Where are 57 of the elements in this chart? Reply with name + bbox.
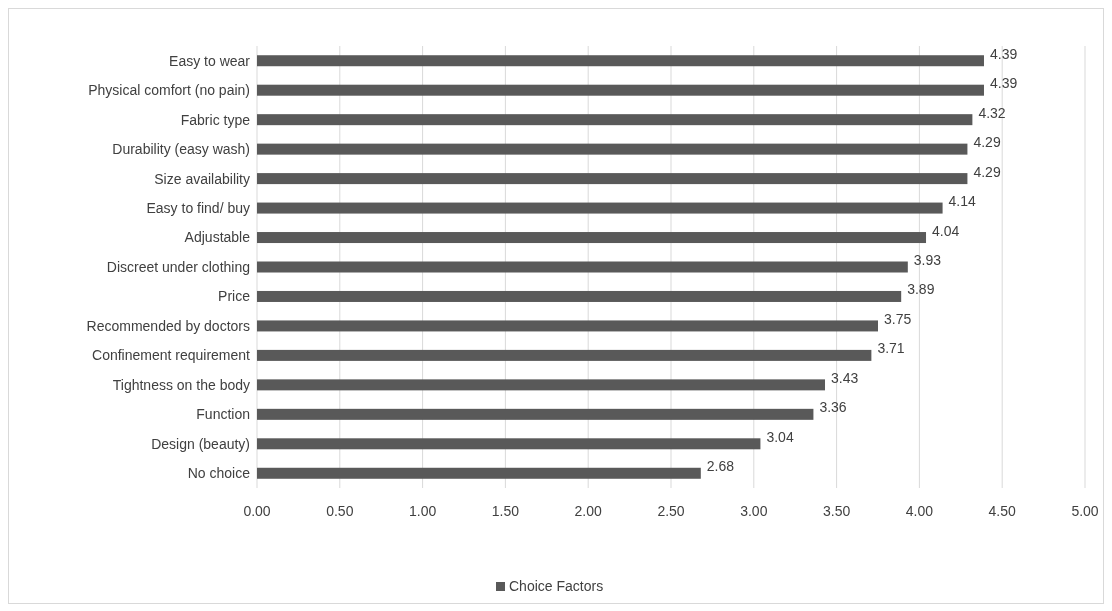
data-label: 3.36	[819, 399, 847, 416]
data-label: 2.68	[706, 458, 735, 475]
x-tick-label: 5.00	[1071, 503, 1099, 519]
bar	[257, 320, 878, 332]
bar	[257, 114, 973, 126]
y-tick-label: No choice	[187, 465, 251, 482]
data-label: 3.75	[884, 310, 912, 327]
y-tick-label: Tightness on the body	[112, 376, 250, 393]
data-label: 4.29	[973, 134, 1001, 151]
bar	[257, 408, 814, 420]
y-tick-label: Confinement requirement	[92, 347, 251, 364]
data-label: 3.89	[907, 281, 935, 298]
data-label: 4.14	[948, 193, 977, 210]
data-label: 4.04	[932, 222, 960, 239]
x-tick-label: 4.50	[988, 503, 1017, 519]
bar	[257, 379, 826, 391]
y-tick-label: Size availability	[154, 170, 250, 187]
data-label: 4.29	[973, 163, 1001, 180]
x-tick-label: 0.50	[326, 503, 354, 519]
bar	[257, 84, 984, 96]
y-tick-label: Durability (easy wash)	[112, 141, 250, 158]
bar	[257, 202, 943, 214]
bar	[257, 55, 984, 67]
x-tick-label: 2.50	[657, 503, 685, 519]
y-tick-label: Adjustable	[184, 229, 251, 246]
y-tick-label: Physical comfort (no pain)	[88, 82, 250, 99]
y-tick-label: Easy to find/ buy	[146, 199, 250, 216]
bar	[257, 467, 701, 479]
y-tick-label: Design (beauty)	[151, 435, 250, 452]
data-label: 4.32	[978, 104, 1006, 121]
data-label: 4.39	[989, 75, 1018, 92]
bar	[257, 261, 908, 273]
data-label: 3.43	[831, 369, 859, 386]
y-tick-label: Price	[218, 288, 251, 305]
y-tick-label: Function	[196, 406, 250, 423]
y-tick-label: Discreet under clothing	[106, 258, 250, 275]
y-tick-label: Easy to wear	[169, 52, 251, 69]
x-tick-label: 1.50	[491, 503, 520, 519]
data-label: 3.93	[913, 252, 942, 268]
data-label: 3.04	[766, 428, 794, 445]
bar	[257, 173, 968, 185]
data-label: 4.39	[989, 45, 1018, 62]
bar	[257, 438, 761, 450]
y-tick-label: Recommended by doctors	[86, 317, 250, 334]
x-tick-label: 2.00	[574, 503, 603, 519]
bar	[257, 349, 872, 361]
bar	[257, 290, 902, 302]
x-tick-label: 3.00	[740, 503, 768, 519]
x-tick-label: 4.00	[905, 503, 934, 519]
y-tick-label: Fabric type	[180, 111, 251, 128]
legend-label: Choice Factors	[509, 577, 604, 594]
bar	[257, 232, 927, 244]
x-tick-label: 1.00	[408, 503, 437, 519]
data-label: 3.71	[877, 340, 905, 357]
bar	[257, 143, 968, 155]
x-tick-label: 0.00	[243, 503, 271, 519]
x-tick-label: 3.50	[822, 503, 851, 519]
